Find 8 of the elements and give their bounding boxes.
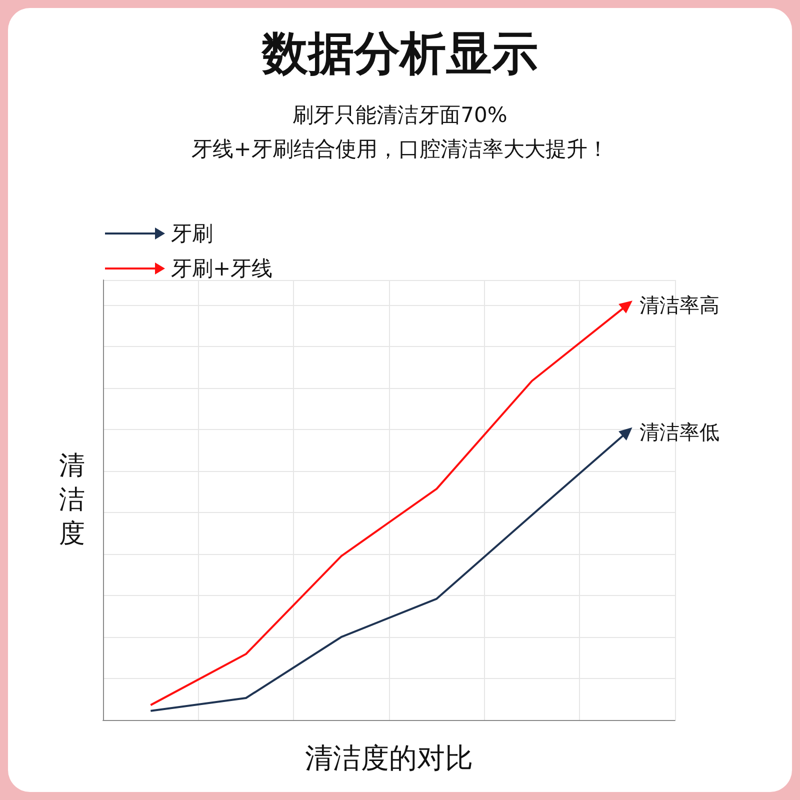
legend-label: 牙刷 <box>171 222 213 246</box>
y-axis-title: 清洁度 <box>59 451 85 549</box>
chart-subtitle: 刷牙只能清洁牙面70% 牙线+牙刷结合使用，口腔清洁率大大提升！ <box>192 103 608 161</box>
legend-label: 牙刷+牙线 <box>171 256 273 280</box>
annotation: 清洁率低 <box>639 420 720 444</box>
annotation: 清洁率高 <box>639 292 720 317</box>
x-axis-title: 清洁度的对比 <box>305 742 473 774</box>
chart-title: 数据分析显示 <box>261 26 538 80</box>
